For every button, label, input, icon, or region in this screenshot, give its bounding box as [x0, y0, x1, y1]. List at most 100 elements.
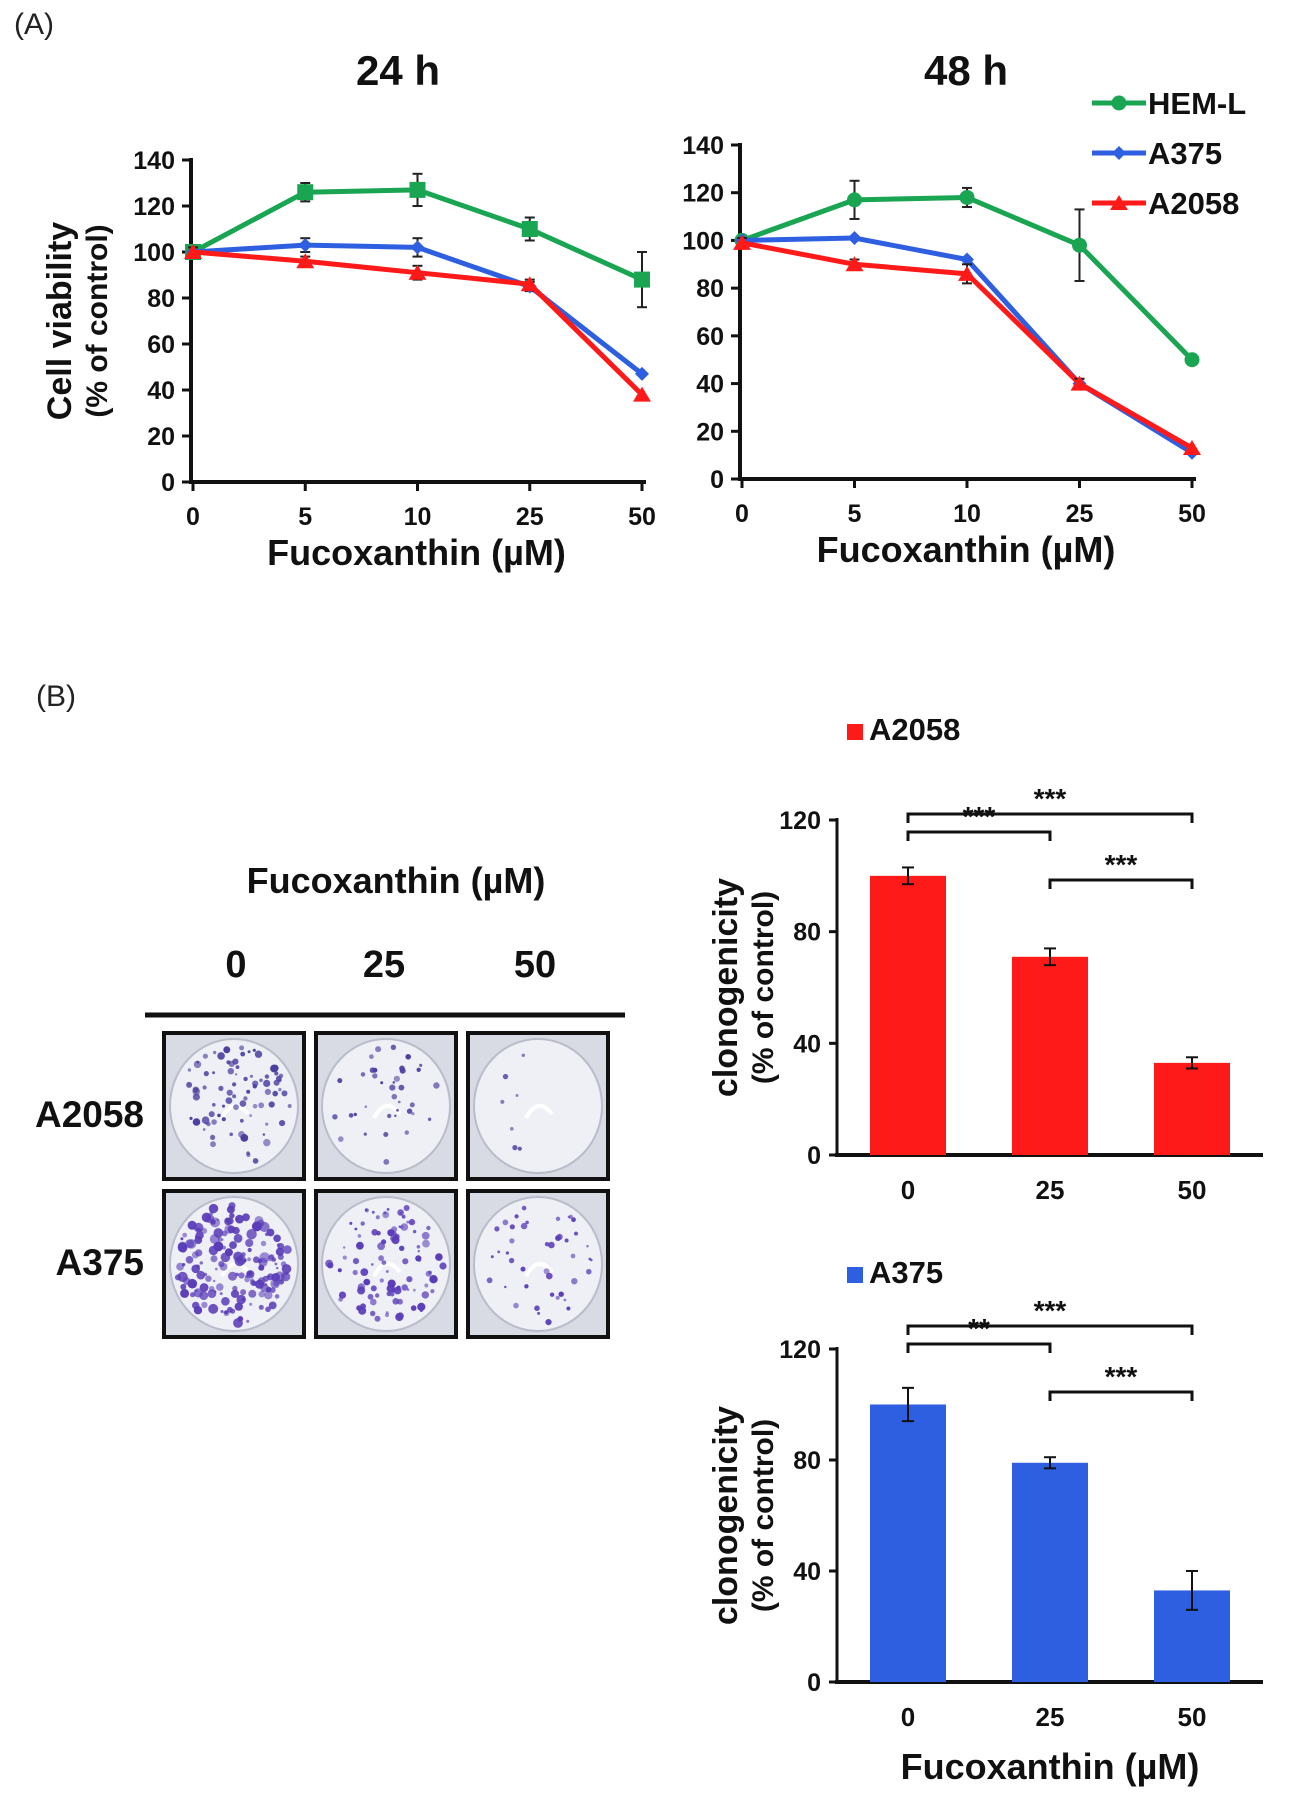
colony-dot: [246, 1270, 253, 1277]
plate-glare: [524, 1262, 554, 1278]
series-a2058: [733, 234, 1201, 455]
colony-dot: [241, 1252, 246, 1257]
colony-dot: [221, 1297, 230, 1306]
y-tick-label: 80: [696, 275, 724, 303]
colony-dot: [240, 1051, 246, 1057]
x-tick-label: 0: [901, 1702, 915, 1732]
legend-label: A2058: [1148, 186, 1239, 221]
significance-label: **: [968, 1313, 990, 1344]
colony-dot: [220, 1252, 231, 1263]
colony-dot: [393, 1286, 402, 1295]
colony-dot: [249, 1074, 253, 1078]
x-tick-label: 50: [628, 503, 656, 531]
y-tick-label: 80: [793, 1447, 821, 1475]
data-point: [409, 181, 426, 198]
colony-dot: [247, 1257, 251, 1262]
colony-dot: [371, 1210, 375, 1214]
colony-dot: [236, 1255, 247, 1265]
data-point: [520, 276, 539, 292]
legend-marker: [1112, 146, 1126, 160]
colony-dot: [258, 1102, 265, 1109]
colony-dot: [208, 1245, 219, 1256]
colony-dot: [201, 1227, 208, 1234]
colony-dot: [586, 1268, 592, 1275]
colony-dot: [226, 1089, 233, 1096]
line-chart-48h: 48 h 0 20 40 60 80 100 120 140 0 5 10 25 50 Fucoxanthi…: [682, 47, 1206, 570]
legend-label: HEM-L: [1148, 86, 1246, 121]
colony-dot: [207, 1289, 217, 1298]
colony-dot: [517, 1146, 522, 1151]
significance-bracket: ***: [906, 1295, 1194, 1335]
colony-dot: [287, 1104, 292, 1108]
colony-dot: [227, 1306, 233, 1313]
colony-dot: [192, 1093, 200, 1101]
colony-dot: [199, 1261, 203, 1265]
series-a2058: [184, 244, 651, 402]
colony-dot: [185, 1256, 194, 1264]
colony-dot: [342, 1255, 347, 1260]
x-tick-label: 0: [901, 1175, 915, 1205]
colony-dot: [508, 1257, 515, 1264]
bar: [870, 875, 946, 1155]
colony-dot: [427, 1117, 432, 1122]
colony-dot: [394, 1114, 397, 1118]
colony-dot: [391, 1226, 398, 1233]
colony-dot: [380, 1081, 384, 1085]
colony-dot: [182, 1277, 191, 1285]
colony-dot: [274, 1294, 280, 1299]
y-axis-label: clonogenicity: [707, 1406, 745, 1625]
colony-dot: [239, 1100, 247, 1107]
plate-dose-label: 25: [363, 944, 405, 986]
colony-dot: [224, 1310, 229, 1315]
y-tick-label: 40: [793, 1030, 821, 1058]
y-axis-label: Cell viability: [41, 222, 79, 420]
colony-dot: [502, 1073, 509, 1080]
colony-dot: [205, 1122, 208, 1125]
colony-dot: [357, 1286, 366, 1295]
colony-dot: [337, 1268, 342, 1273]
colony-dot: [415, 1255, 422, 1262]
plate-cell: [466, 1189, 610, 1339]
colony-dot: [243, 1096, 248, 1101]
colony-dot: [187, 1220, 197, 1230]
data-point: [297, 184, 314, 201]
data-point: [633, 386, 651, 402]
y-tick-label: 40: [793, 1558, 821, 1586]
colony-dot: [349, 1221, 353, 1225]
colony-dot: [566, 1306, 571, 1311]
colony-dot: [262, 1133, 266, 1136]
y-tick-label: 80: [793, 919, 821, 947]
data-point: [1070, 375, 1089, 391]
y-tick-label: 100: [682, 227, 724, 255]
colony-dot: [246, 1319, 250, 1323]
bar: [1154, 1062, 1230, 1155]
colony-dot: [363, 1278, 371, 1286]
colony-dot: [182, 1263, 186, 1267]
colony-dot: [357, 1234, 362, 1238]
legend-label: A375: [869, 1255, 943, 1290]
x-tick-label: 0: [735, 500, 749, 528]
colony-dot: [371, 1263, 374, 1266]
colony-dot: [370, 1310, 376, 1317]
significance-bracket: ***: [906, 801, 1052, 841]
colony-dot: [401, 1284, 408, 1291]
colony-dot: [275, 1247, 284, 1256]
colony-dot: [391, 1093, 398, 1100]
colony-dot: [252, 1158, 259, 1164]
colony-dot: [352, 1269, 358, 1276]
colony-dot: [421, 1291, 429, 1299]
colony-dot: [412, 1229, 417, 1234]
colony-dot: [509, 1238, 515, 1244]
colony-dot: [232, 1082, 237, 1087]
colony-dot: [213, 1050, 217, 1055]
significance-line: [906, 812, 1194, 823]
colony-dot: [276, 1266, 279, 1270]
colony-dot: [497, 1250, 501, 1254]
data-point: [958, 265, 976, 281]
y-tick-label: 0: [161, 469, 175, 497]
colony-dot: [375, 1293, 380, 1298]
colony-dot: [422, 1239, 430, 1248]
colony-dot: [274, 1262, 278, 1266]
colony-dot: [397, 1100, 401, 1104]
